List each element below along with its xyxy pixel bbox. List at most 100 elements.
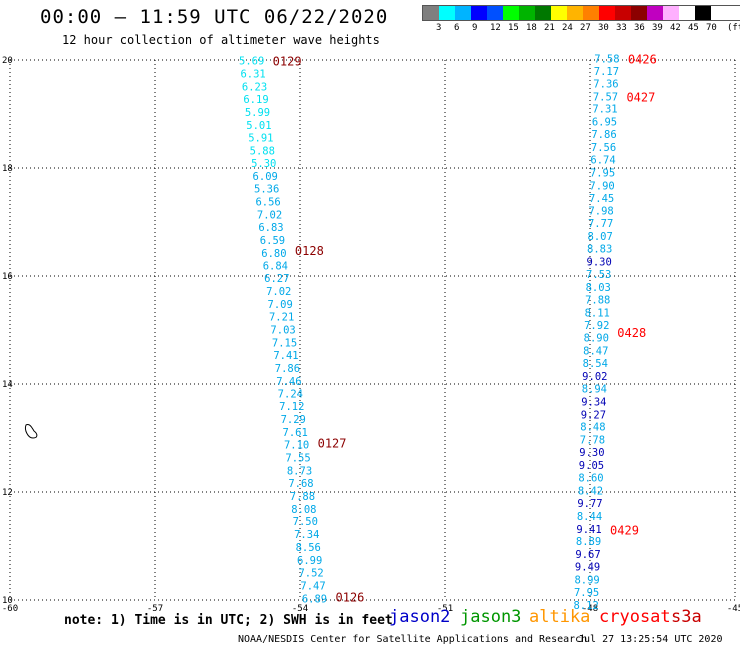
wave-height-value: 8.54	[583, 358, 608, 370]
wave-height-value: 9.30	[587, 257, 612, 269]
legend-label: 12	[490, 23, 501, 33]
wave-height-value: 7.90	[589, 180, 614, 192]
legend-swatch	[647, 6, 663, 20]
legend-label: 21	[544, 23, 555, 33]
wave-height-value: 7.78	[580, 435, 605, 447]
wave-height-value: 6.99	[297, 555, 322, 567]
legend-swatch	[695, 6, 711, 20]
wave-height-value: 8.83	[587, 244, 612, 256]
wave-height-value: 6.27	[264, 273, 289, 285]
wave-height-value: 7.57	[593, 91, 618, 103]
legend-swatch	[599, 6, 615, 20]
wave-height-value: 7.24	[278, 388, 303, 400]
wave-height-value: 5.01	[246, 120, 271, 132]
wave-height-value: 8.94	[582, 383, 607, 395]
wave-height-value: 7.09	[268, 299, 293, 311]
wave-height-value: 7.29	[281, 414, 306, 426]
wave-height-value: 9.27	[581, 409, 606, 421]
wave-height-value: 8.08	[291, 504, 316, 516]
footer-note: note: 1) Time is in UTC; 2) SWH is in fe…	[64, 613, 393, 628]
legend-label: 39	[652, 23, 663, 33]
wave-height-value: 5.36	[254, 184, 279, 196]
wave-height-value: 7.61	[283, 427, 308, 439]
wave-height-value: 6.19	[243, 94, 268, 106]
island-outline	[25, 424, 38, 439]
wave-height-value: 9.77	[577, 498, 602, 510]
wave-height-value: 7.17	[594, 66, 619, 78]
wave-height-value: 7.56	[591, 142, 616, 154]
wave-height-value: 7.02	[266, 286, 291, 298]
legend-label: 36	[634, 23, 645, 33]
legend-swatch	[631, 6, 647, 20]
pass-time-label: 0426	[628, 52, 657, 66]
wave-height-value: 7.36	[593, 78, 618, 90]
satellite-name-altika: altika	[529, 607, 591, 627]
pass-time-label: 0428	[617, 326, 646, 340]
lat-tick-label: 16	[2, 272, 13, 282]
wave-height-value: 7.21	[269, 312, 294, 324]
wave-height-value: 7.47	[300, 581, 325, 593]
wave-height-value: 6.74	[590, 154, 615, 166]
wave-height-value: 8.73	[287, 465, 312, 477]
lat-tick-label: 12	[2, 488, 13, 498]
legend-swatch	[471, 6, 487, 20]
legend-swatch	[519, 6, 535, 20]
wave-height-value: 7.31	[592, 104, 617, 116]
legend-label: 18	[526, 23, 537, 33]
legend-label: 45	[688, 23, 699, 33]
wave-height-value: 7.45	[589, 193, 614, 205]
map-title: 00:00 – 11:59 UTC 06/22/2020	[40, 6, 389, 28]
pass-time-label: 0127	[318, 436, 347, 450]
legend-label: 3	[436, 23, 442, 33]
legend-swatch	[455, 6, 471, 20]
lat-lon-grid	[9, 59, 736, 601]
wave-height-value: 8.47	[583, 346, 608, 358]
wave-height-value: 7.88	[585, 294, 610, 306]
wave-height-value: 7.50	[293, 516, 318, 528]
wave-height-value: 8.48	[580, 422, 605, 434]
wave-height-value: 6.83	[258, 222, 283, 234]
wave-height-value: 7.10	[284, 440, 309, 452]
satellite-name-cryosat: cryosat	[599, 607, 671, 627]
legend-unit: (ft)	[727, 23, 740, 33]
legend-swatch	[679, 6, 695, 20]
wave-height-value: 5.88	[250, 145, 275, 157]
wave-height-value: 7.86	[275, 363, 300, 375]
legend-swatch	[487, 6, 503, 20]
wave-height-value: 7.15	[272, 338, 297, 350]
wave-height-value: 8.90	[584, 333, 609, 345]
wave-height-value: 8.89	[576, 536, 601, 548]
satellite-name-jason2: jason2	[389, 607, 451, 627]
wave-height-value: 7.03	[270, 325, 295, 337]
lon-tick-label: -54	[292, 604, 308, 614]
wave-height-value: 8.99	[574, 575, 599, 587]
legend-swatch	[583, 6, 599, 20]
legend-swatch	[551, 6, 567, 20]
wave-height-value: 8.12	[573, 600, 598, 612]
wave-height-value: 7.92	[584, 320, 609, 332]
satellite-name-s3a: s3a	[671, 607, 702, 627]
legend-label: 24	[562, 23, 573, 33]
wave-height-value: 8.56	[296, 542, 321, 554]
pass-time-label: 0128	[295, 244, 324, 258]
legend-label: 9	[472, 23, 478, 33]
legend-swatch	[503, 6, 519, 20]
wave-height-value: 8.07	[588, 231, 613, 243]
lon-tick-label: -60	[2, 604, 18, 614]
wave-height-value: 7.34	[294, 529, 319, 541]
legend-label: 27	[580, 23, 591, 33]
wave-height-value: 6.59	[260, 235, 285, 247]
wave-height-value: 9.34	[581, 396, 606, 408]
legend-swatch	[439, 6, 455, 20]
pass-time-label: 0126	[336, 590, 365, 604]
legend-swatch	[535, 6, 551, 20]
wave-height-value: 9.49	[575, 562, 600, 574]
wave-height-value: 7.98	[588, 206, 613, 218]
wave-height-value: 6.09	[253, 171, 278, 183]
timestamp-text: Jul 27 13:25:54 UTC 2020	[578, 634, 723, 645]
wave-height-value: 7.55	[285, 453, 310, 465]
pass-time-label: 0129	[273, 55, 302, 69]
wave-height-value: 6.89	[302, 593, 327, 605]
lat-tick-label: 14	[2, 380, 13, 390]
